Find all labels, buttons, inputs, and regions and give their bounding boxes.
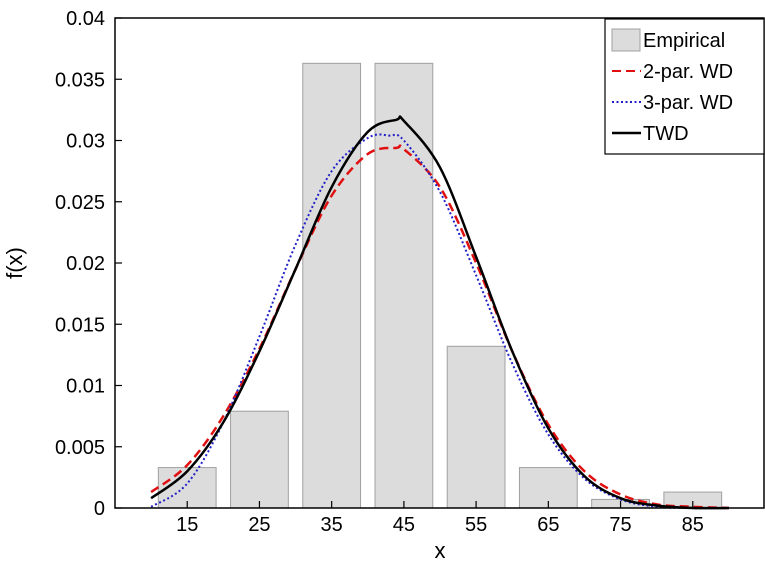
x-tick-label: 75 bbox=[609, 514, 631, 536]
legend-swatch-empirical bbox=[611, 28, 641, 52]
x-tick-label: 15 bbox=[176, 514, 198, 536]
histogram-bar-25 bbox=[230, 410, 289, 509]
axis-ticks: 0 0.005 0.01 0.015 0.02 0.025 0.03 0.035 0.04 15 2… bbox=[55, 8, 704, 536]
histogram-bar-55 bbox=[446, 345, 506, 509]
histogram-bar-35 bbox=[302, 62, 362, 509]
y-axis-label: f(x) bbox=[2, 247, 27, 279]
y-tick-label: 0.01 bbox=[66, 376, 105, 398]
x-tick-label: 55 bbox=[465, 514, 487, 536]
series-line-2 bbox=[150, 115, 729, 510]
y-tick-label: 0.015 bbox=[55, 314, 105, 336]
y-tick-label: 0.025 bbox=[55, 192, 105, 214]
y-tick-label: 0.02 bbox=[66, 253, 105, 275]
histogram-bar-45 bbox=[374, 62, 434, 509]
x-tick-label: 85 bbox=[682, 514, 704, 536]
y-tick-label: 0.035 bbox=[55, 69, 105, 91]
x-axis-label: x bbox=[435, 538, 446, 563]
x-tick-label: 35 bbox=[321, 514, 343, 536]
x-tick-label: 45 bbox=[393, 514, 415, 536]
density-curves bbox=[150, 115, 729, 510]
x-tick-label: 25 bbox=[248, 514, 270, 536]
y-tick-label: 0.03 bbox=[66, 131, 105, 153]
histogram-bars bbox=[157, 62, 723, 509]
legend-entry-label: 2-par. WD bbox=[643, 61, 733, 83]
legend-entry-label: Empirical bbox=[643, 30, 725, 52]
y-tick-label: 0.005 bbox=[55, 437, 105, 459]
y-tick-label: 0 bbox=[94, 498, 105, 520]
y-tick-label: 0.04 bbox=[66, 8, 105, 30]
legend-entry-label: TWD bbox=[643, 123, 689, 145]
legend: Empirical 2-par. WD 3-par. WD TWD bbox=[604, 18, 765, 155]
x-tick-label: 65 bbox=[537, 514, 559, 536]
legend-entry-label: 3-par. WD bbox=[643, 92, 733, 114]
